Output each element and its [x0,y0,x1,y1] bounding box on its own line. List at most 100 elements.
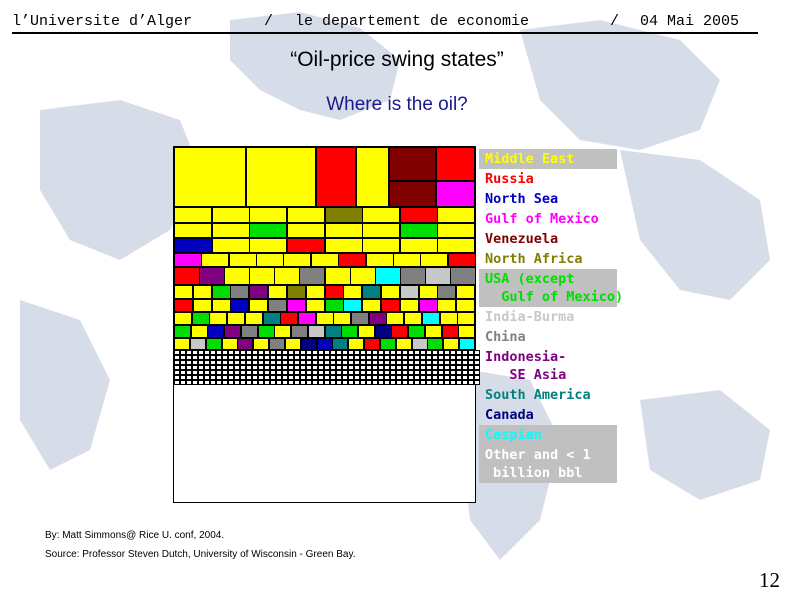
treemap-cell [378,370,384,375]
treemap-cell [362,299,381,312]
treemap-cell [438,370,444,375]
treemap-cell [210,375,216,380]
treemap-cell [204,380,210,385]
treemap-cell [354,370,360,375]
treemap-cell [234,380,240,385]
treemap-cell [192,312,210,325]
treemap-cell [425,325,442,338]
treemap-cell [437,223,475,238]
legend-item: Russia [485,171,534,187]
treemap-cell [280,312,298,325]
treemap-cell [318,375,324,380]
treemap-cell [311,253,339,267]
treemap-cell [324,370,330,375]
treemap-cell [216,370,222,375]
treemap-cell [294,355,300,360]
treemap-cell [456,299,475,312]
treemap-cell [246,380,252,385]
treemap-cell [224,325,241,338]
treemap-cell [468,355,474,360]
treemap-cell [294,375,300,380]
treemap-cell [380,338,396,350]
treemap-cell [348,338,364,350]
treemap-cell [234,365,240,370]
treemap-cell [402,375,408,380]
treemap-cell [228,360,234,365]
oil-reserves-treemap [173,146,480,503]
treemap-cell [378,350,384,355]
treemap-cell [174,223,212,238]
legend-item: Other and < 1 billion bbl [479,445,617,483]
treemap-cell [354,380,360,385]
treemap-cell [318,380,324,385]
treemap-cell [212,238,250,253]
treemap-cell [306,350,312,355]
treemap-cell [325,325,342,338]
treemap-cell [174,375,180,380]
treemap-cell [443,338,459,350]
treemap-cell [258,350,264,355]
treemap-cell [206,338,222,350]
treemap-cell [325,223,363,238]
treemap-cell [364,338,380,350]
treemap-cell [249,299,268,312]
treemap-cell [249,285,268,299]
treemap-cell [269,338,285,350]
treemap-cell [348,380,354,385]
treemap-cell [270,380,276,385]
treemap-cell [186,355,192,360]
treemap-cell [414,355,420,360]
treemap-cell [210,360,216,365]
treemap-cell [360,375,366,380]
treemap-cell [432,375,438,380]
treemap-cell [249,207,287,223]
treemap-cell [366,360,372,365]
treemap-cell [174,238,212,253]
treemap-cell [432,380,438,385]
treemap-cell [282,360,288,365]
treemap-cell [180,355,186,360]
treemap-cell [351,312,369,325]
treemap-cell [354,360,360,365]
treemap-cell [354,350,360,355]
treemap-cell [330,360,336,365]
treemap-cell [372,370,378,375]
treemap-cell [246,147,316,207]
treemap-cell [246,370,252,375]
treemap-cell [438,380,444,385]
treemap-cell [224,267,250,285]
treemap-cell [396,360,402,365]
treemap-cell [318,355,324,360]
treemap-cell [186,350,192,355]
treemap-cell [300,370,306,375]
treemap-cell [366,350,372,355]
treemap-cell [462,375,468,380]
treemap-cell [408,375,414,380]
treemap-cell [246,350,252,355]
treemap-cell [391,325,408,338]
treemap-cell [450,370,456,375]
treemap-cell [276,365,282,370]
treemap-cell [174,380,180,385]
treemap-cell [210,355,216,360]
page-number: 12 [759,568,780,592]
treemap-cell [444,355,450,360]
treemap-cell [306,365,312,370]
treemap-cell [230,299,249,312]
legend-item: Venezuela [485,231,559,247]
treemap-cell [456,365,462,370]
treemap-cell [384,360,390,365]
legend-item: North Sea [485,191,559,207]
treemap-cell [312,380,318,385]
treemap-cell [414,370,420,375]
treemap-cell [252,365,258,370]
treemap-cell [216,350,222,355]
treemap-cell [437,207,475,223]
treemap-cell [180,350,186,355]
treemap-cell [342,350,348,355]
treemap-cell [408,355,414,360]
treemap-cell [336,380,342,385]
treemap-cell [468,350,474,355]
treemap-cell [198,350,204,355]
